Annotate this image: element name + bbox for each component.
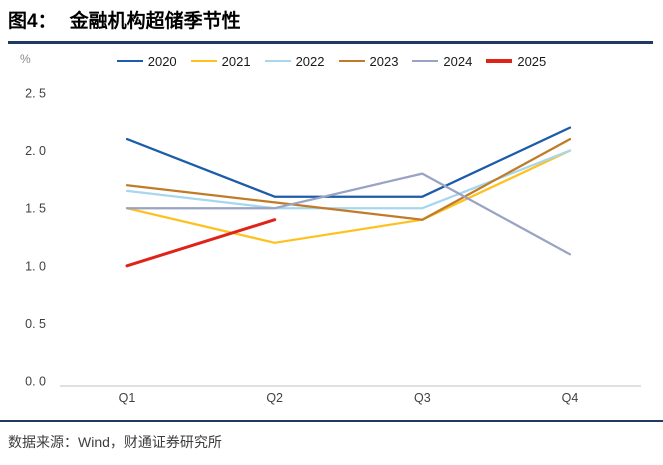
y-tick-label: 2. 0 bbox=[25, 144, 46, 158]
legend-label: 2025 bbox=[517, 53, 547, 69]
y-tick-label: 1. 5 bbox=[25, 202, 46, 216]
y-tick-label: 0. 0 bbox=[25, 375, 46, 389]
legend-line-swatch bbox=[116, 59, 143, 63]
data-source-text: 数据来源：Wind，财通证券研究所 bbox=[8, 434, 222, 450]
y-tick-label: 0. 5 bbox=[25, 317, 46, 331]
legend-row: % 2020 2021 2022 2023 2024 2025 bbox=[0, 44, 663, 78]
legend-item-2021: 2021 bbox=[190, 53, 251, 69]
legend-label: 2021 bbox=[221, 53, 251, 69]
series-line-2021 bbox=[125, 149, 572, 244]
title-divider bbox=[8, 41, 653, 44]
series-line-2024 bbox=[125, 172, 572, 256]
figure-number: 图4： bbox=[8, 11, 57, 32]
y-axis-unit-label: % bbox=[20, 52, 31, 66]
legend-line-swatch bbox=[412, 59, 439, 63]
figure-title: 金融机构超储季节性 bbox=[69, 11, 241, 32]
legend-line-swatch bbox=[338, 59, 365, 63]
series-line-2025 bbox=[125, 218, 277, 268]
chart-area: % 2020 2021 2022 2023 2024 2025 2. 5 2. 0 1. 5 1… bbox=[0, 44, 663, 408]
footer-divider bbox=[0, 420, 663, 422]
x-tick-label: Q4 bbox=[562, 391, 579, 405]
legend-item-2020: 2020 bbox=[116, 53, 177, 69]
legend-item-2022: 2022 bbox=[264, 53, 325, 69]
x-tick-label: Q1 bbox=[119, 391, 136, 405]
y-tick-label: 1. 0 bbox=[25, 259, 46, 273]
legend-item-2024: 2024 bbox=[412, 54, 472, 69]
legend-line-swatch bbox=[190, 59, 217, 63]
legend-label: 2020 bbox=[147, 53, 177, 69]
figure-footer: 数据来源：Wind，财通证券研究所 bbox=[0, 420, 663, 465]
legend-label: 2024 bbox=[443, 53, 473, 69]
legend-label: 2022 bbox=[295, 53, 325, 69]
legend-item-2023: 2023 bbox=[338, 53, 399, 69]
legend-line-swatch bbox=[486, 59, 513, 63]
line-chart: 2. 5 2. 0 1. 5 1. 0 0. 5 0. 0 Q1 Q2 Q3 Q4 bbox=[25, 87, 641, 405]
legend-line-swatch bbox=[264, 59, 291, 63]
x-tick-label: Q2 bbox=[266, 391, 283, 405]
legend-item-2025: 2025 bbox=[486, 54, 546, 69]
figure-header: 图4： 金融机构超储季节性 bbox=[0, 0, 663, 44]
series-line-2023 bbox=[125, 137, 572, 221]
series-line-2020 bbox=[125, 126, 572, 198]
figure-title-row: 图4： 金融机构超储季节性 bbox=[8, 9, 653, 35]
legend: 2020 2021 2022 2023 2024 2025 bbox=[116, 53, 546, 69]
x-tick-label: Q3 bbox=[414, 391, 431, 405]
legend-label: 2023 bbox=[369, 53, 399, 69]
y-tick-label: 2. 5 bbox=[25, 87, 46, 101]
